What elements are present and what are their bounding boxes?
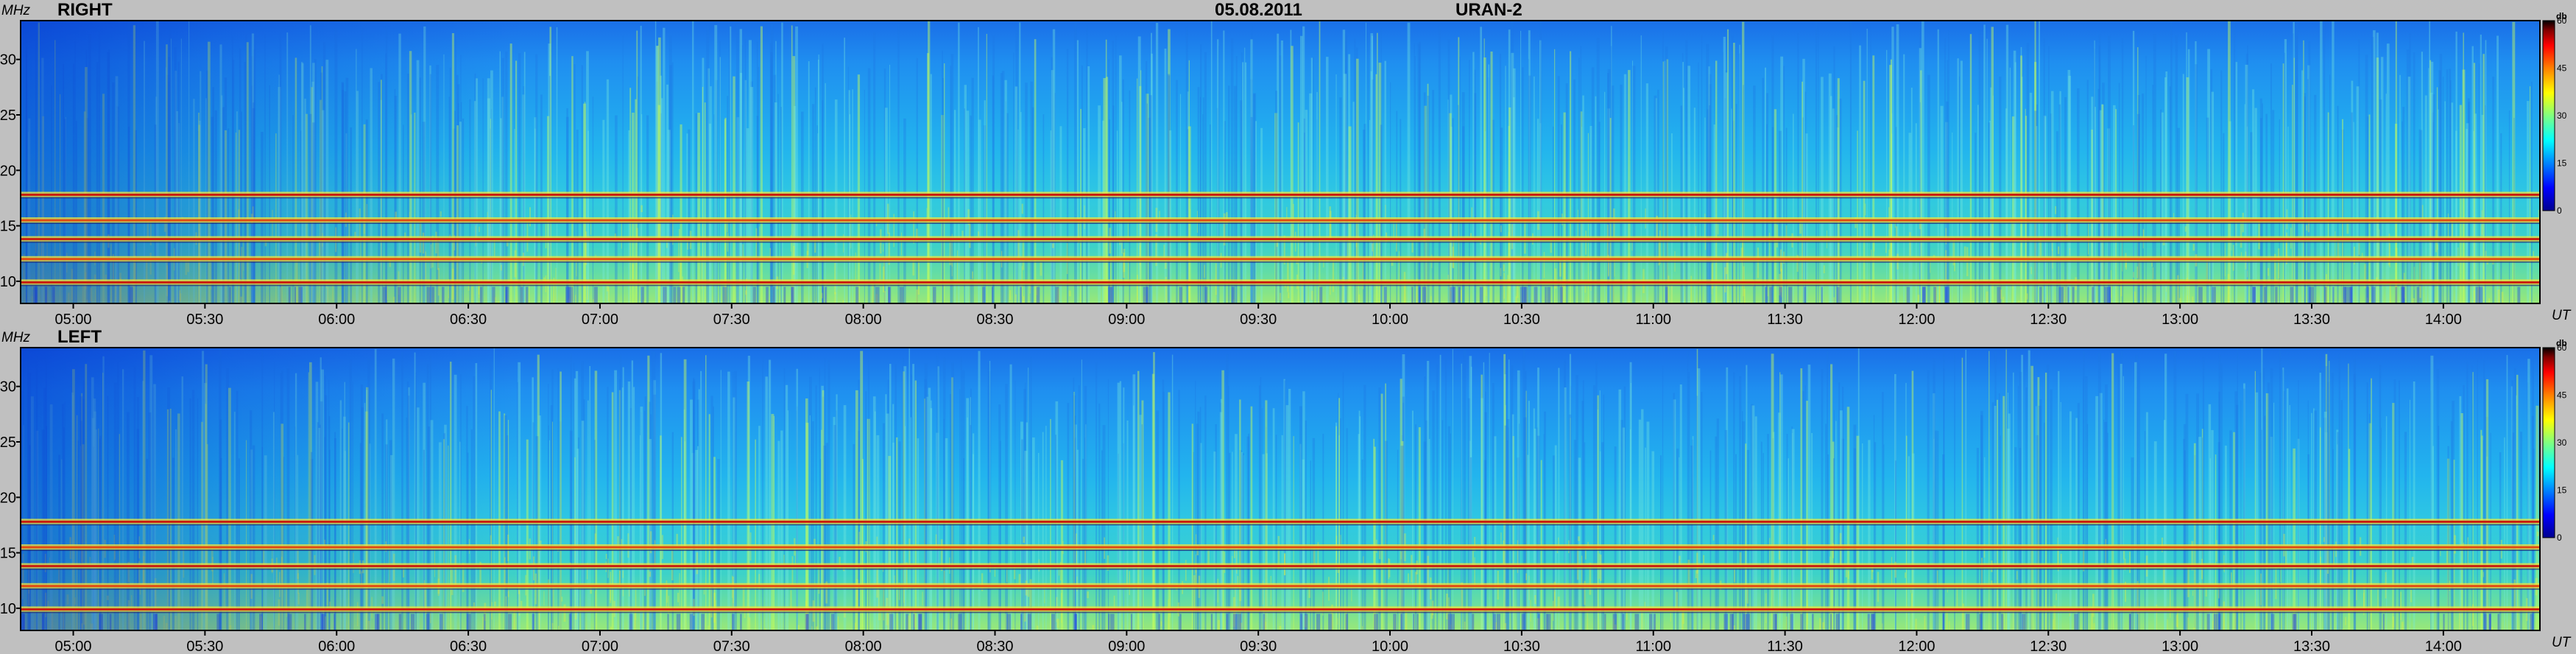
x-tick-label: 07:00 [582, 312, 618, 328]
x-tick-label: 13:00 [2162, 639, 2198, 654]
y-axis-label: MHz [1, 3, 31, 18]
x-tick-label: 11:30 [1767, 639, 1803, 654]
x-tick-label: 13:30 [2293, 639, 2330, 654]
colorbar-tick-label: 60 [2557, 15, 2567, 26]
x-tick-label: 10:00 [1372, 312, 1408, 328]
interference-line [21, 585, 2540, 588]
y-tick-label: 10 [0, 274, 16, 290]
x-tick-label: 05:30 [186, 639, 223, 654]
interference-line [21, 281, 2540, 284]
colorbar-unit: db [2556, 11, 2567, 21]
colorbar [2542, 20, 2555, 211]
x-tick-label: 12:00 [1898, 312, 1935, 328]
colorbar-tick-label: 0 [2557, 205, 2562, 216]
x-tick-label: 05:00 [55, 639, 92, 654]
x-tick-label: 08:30 [976, 639, 1013, 654]
colorbar [2542, 347, 2555, 538]
panel-title: RIGHT [57, 0, 113, 20]
x-tick-label: 13:00 [2162, 312, 2198, 328]
spectrogram-panel-left: 10 15 20 25 30 05:00 05:30 06:00 06:30 07:00 07:30… [0, 338, 2567, 654]
x-tick-label: 06:30 [450, 312, 487, 328]
x-tick-label: 07:00 [582, 639, 618, 654]
panel-title: LEFT [57, 327, 102, 347]
x-tick-label: 08:30 [976, 312, 1013, 328]
x-tick-label: 08:00 [845, 639, 882, 654]
x-tick-label: 09:30 [1240, 639, 1277, 654]
interference-line [21, 219, 2540, 222]
x-tick-label: 14:00 [2425, 312, 2462, 328]
colorbar-tick-label: 15 [2557, 485, 2567, 496]
colorbar-tick-label: 60 [2557, 342, 2567, 353]
y-tick-label: 30 [0, 379, 16, 395]
y-axis-label: MHz [1, 330, 31, 345]
x-tick-label: 14:00 [2425, 639, 2462, 654]
x-tick-label: 11:30 [1767, 312, 1803, 328]
x-tick-label: 12:00 [1898, 639, 1935, 654]
y-tick-label: 15 [0, 546, 16, 562]
x-tick-label: 05:30 [186, 312, 223, 328]
x-tick-label: 13:30 [2293, 312, 2330, 328]
y-tick-label: 30 [0, 52, 16, 68]
y-tick-label: 25 [0, 108, 16, 124]
spectrogram-image [21, 348, 2540, 630]
x-tick-label: 06:30 [450, 639, 487, 654]
observation-date: 05.08.2011 [1215, 0, 1302, 20]
interference-line [21, 520, 2540, 523]
colorbar-unit: db [2556, 338, 2567, 348]
x-tick-label: 11:00 [1635, 312, 1671, 328]
interference-line [21, 193, 2540, 196]
x-tick-label: 09:30 [1240, 312, 1277, 328]
colorbar-tick-label: 0 [2557, 532, 2562, 543]
x-tick-label: 10:30 [1503, 312, 1540, 328]
plot-frame [20, 347, 2541, 631]
spectrogram-panel-right: 10 15 20 25 30 05:00 05:30 06:00 06:30 07:00 07:30… [0, 11, 2567, 328]
y-tick-label: 25 [0, 435, 16, 451]
x-tick-label: 12:30 [2030, 312, 2067, 328]
interference-line [21, 258, 2540, 261]
x-tick-label: 11:00 [1635, 639, 1671, 654]
x-tick-label: 06:00 [318, 312, 355, 328]
spectrogram-image [21, 21, 2540, 303]
colorbar-tick-label: 30 [2557, 110, 2567, 121]
x-axis-label: UT [2552, 308, 2571, 323]
y-tick-label: 20 [0, 163, 16, 179]
x-tick-label: 05:00 [55, 312, 92, 328]
x-tick-label: 09:00 [1108, 312, 1145, 328]
plot-frame [20, 20, 2541, 304]
x-tick-label: 07:30 [713, 639, 750, 654]
interference-line [21, 608, 2540, 611]
x-axis-label: UT [2552, 635, 2571, 650]
colorbar-tick-label: 45 [2557, 63, 2567, 74]
interference-line [21, 546, 2540, 549]
interference-line [21, 238, 2540, 241]
y-tick-label: 20 [0, 490, 16, 506]
x-tick-label: 08:00 [845, 312, 882, 328]
x-tick-label: 10:30 [1503, 639, 1540, 654]
interference-line [21, 565, 2540, 568]
x-tick-label: 10:00 [1372, 639, 1408, 654]
x-tick-label: 12:30 [2030, 639, 2067, 654]
x-tick-label: 06:00 [318, 639, 355, 654]
y-tick-label: 10 [0, 601, 16, 617]
colorbar-tick-label: 30 [2557, 437, 2567, 448]
instrument-name: URAN-2 [1455, 0, 1522, 20]
colorbar-tick-label: 15 [2557, 158, 2567, 169]
x-tick-label: 07:30 [713, 312, 750, 328]
y-tick-label: 15 [0, 219, 16, 235]
x-tick-label: 09:00 [1108, 639, 1145, 654]
colorbar-tick-label: 45 [2557, 390, 2567, 401]
